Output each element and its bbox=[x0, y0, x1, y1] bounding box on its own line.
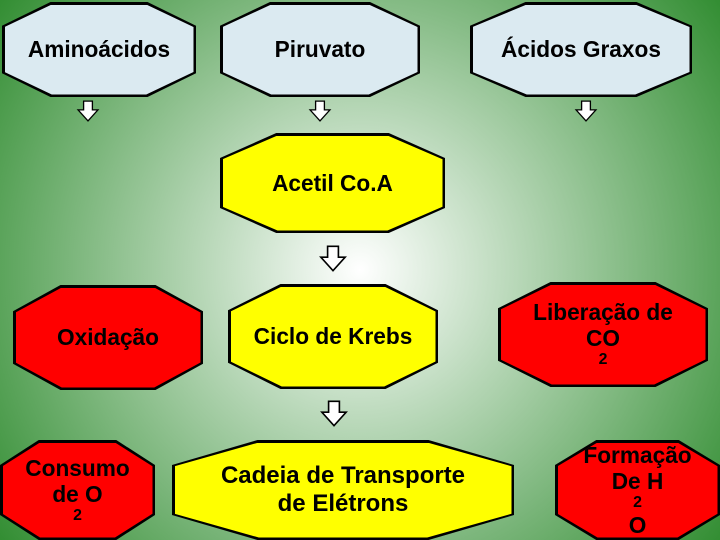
node-consumoo2-label: Consumode O2 bbox=[3, 443, 153, 538]
node-acidosgraxos: Ácidos Graxos bbox=[470, 2, 692, 97]
a-piruv-down-icon bbox=[307, 100, 333, 122]
node-aminoacidos: Aminoácidos bbox=[2, 2, 196, 97]
node-libco2-label: Liberação deCO2 bbox=[501, 285, 706, 385]
node-libco2: Liberação deCO2 bbox=[498, 282, 708, 387]
a-graxo-down-icon bbox=[573, 100, 599, 122]
node-krebs: Ciclo de Krebs bbox=[228, 284, 438, 389]
node-oxidacao: Oxidação bbox=[13, 285, 203, 390]
node-oxidacao-label: Oxidação bbox=[16, 288, 201, 388]
node-piruvato-label: Piruvato bbox=[223, 5, 418, 95]
a-amino-down-icon bbox=[75, 100, 101, 122]
node-acetilcoa: Acetil Co.A bbox=[220, 133, 445, 233]
node-aminoacidos-label: Aminoácidos bbox=[5, 5, 194, 95]
a-krebs-cadeia-icon bbox=[319, 400, 349, 427]
diagram-stage: Aminoácidos Piruvato Ácidos Graxos Acetil C… bbox=[0, 0, 720, 540]
node-acetilcoa-label: Acetil Co.A bbox=[223, 136, 443, 231]
node-cadeia-label: Cadeia de Transportede Elétrons bbox=[175, 443, 512, 538]
a-acetil-krebs-icon bbox=[318, 245, 348, 272]
node-consumoo2: Consumode O2 bbox=[0, 440, 155, 540]
node-piruvato: Piruvato bbox=[220, 2, 420, 97]
node-cadeia: Cadeia de Transportede Elétrons bbox=[172, 440, 514, 540]
node-h2o: FormaçãoDe H2O bbox=[555, 440, 720, 540]
node-acidosgraxos-label: Ácidos Graxos bbox=[473, 5, 690, 95]
node-h2o-label: FormaçãoDe H2O bbox=[558, 443, 718, 538]
node-krebs-label: Ciclo de Krebs bbox=[231, 287, 436, 387]
